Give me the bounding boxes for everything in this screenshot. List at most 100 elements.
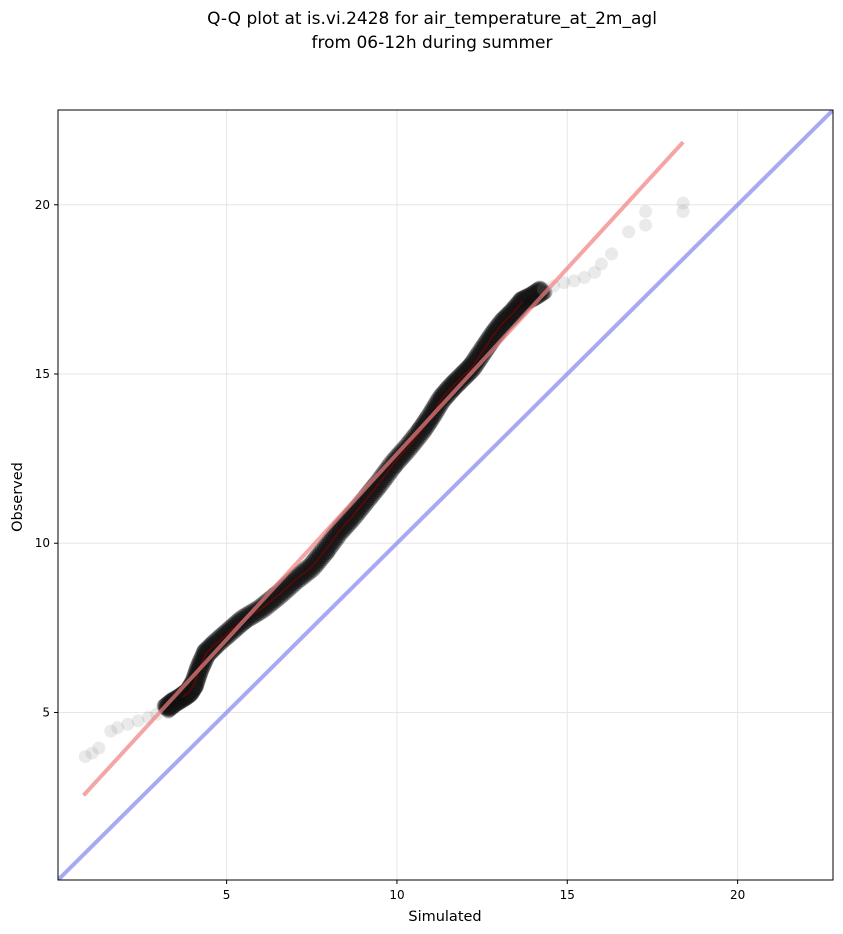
scatter-point-1272	[518, 288, 533, 303]
scatter-point-1240	[514, 299, 529, 314]
scatter-point-697	[362, 491, 377, 506]
scatter-point-148	[185, 683, 200, 698]
scatter-point-506	[292, 567, 307, 582]
scatter-point-1138	[488, 329, 503, 344]
scatter-point-425	[260, 599, 275, 614]
scatter-point-758	[383, 464, 398, 479]
scatter-point-466	[278, 584, 293, 599]
scatter-point-1126	[482, 330, 497, 345]
scatter-point-496	[288, 570, 303, 585]
scatter-point-60	[167, 692, 182, 707]
scatter-point-69	[173, 695, 188, 710]
scatter-point-676	[355, 500, 370, 515]
scatter-point-661	[350, 506, 365, 521]
scatter-point-603	[327, 527, 342, 542]
scatter-point-3	[104, 724, 118, 738]
scatter-point-521	[298, 562, 313, 577]
scatter-point-265	[201, 641, 216, 656]
scatter-point-280	[204, 637, 219, 652]
scatter-point-38	[166, 700, 181, 715]
scatter-point-1184	[499, 314, 514, 329]
scatter-point-450	[271, 590, 286, 605]
scatter-point-567	[315, 543, 330, 558]
scatter-point-727	[372, 478, 387, 493]
scatter-point-547	[308, 552, 323, 567]
scatter-point-1287	[522, 287, 537, 302]
plot-frame	[57, 109, 834, 881]
scatter-point-630	[339, 518, 354, 533]
scatter-point-1167	[492, 316, 507, 331]
scatter-point-1157	[490, 319, 505, 334]
scatter-point-517	[299, 566, 314, 581]
scatter-point-532	[303, 558, 318, 573]
scatter-point-5	[121, 717, 135, 731]
scatter-point-1261	[519, 294, 534, 309]
grid-lines	[58, 110, 833, 880]
scatter-point-1215	[507, 306, 522, 321]
scatter-point-1277	[519, 288, 534, 303]
fit-line	[82, 140, 685, 797]
scatter-point-999	[452, 375, 467, 390]
scatter-point-1268	[520, 292, 535, 307]
scatter-point-1189	[501, 313, 516, 328]
scatter-point-644	[341, 510, 356, 525]
scatter-point-461	[275, 586, 290, 601]
scatter-point-1178	[495, 313, 510, 328]
scatter-point-143	[184, 684, 199, 699]
scatter-point-516	[296, 563, 311, 578]
scatter-point-558	[315, 550, 330, 565]
scatter-point-702	[364, 489, 379, 504]
scatter-point-1295	[529, 291, 544, 306]
scatter-point-1275	[520, 289, 535, 304]
scatter-point-543	[309, 556, 324, 571]
scatter-point-440	[266, 594, 281, 609]
scatter-point-486	[286, 577, 301, 592]
scatter-point-86	[175, 692, 190, 707]
scatter-point-1323	[531, 281, 546, 296]
scatter-point-1147	[487, 323, 502, 338]
scatter-point-717	[369, 483, 384, 498]
scatter-point-1133	[486, 330, 501, 345]
scatter-point-296	[209, 633, 224, 648]
scatter-point-420	[258, 600, 273, 615]
scatter-point-1234	[510, 298, 525, 313]
scatter-point-480	[281, 576, 296, 591]
scatter-point-1334	[557, 276, 571, 290]
scatter-point-1306	[528, 285, 543, 300]
scatter-point-589	[325, 536, 340, 551]
scatter-point-1214	[504, 304, 519, 319]
scatter-point-1313	[528, 282, 543, 297]
y-tick-label-0: 5	[42, 705, 50, 719]
scatter-point-619	[333, 520, 348, 535]
scatter-point-712	[367, 485, 382, 500]
scatter-point-430	[262, 597, 277, 612]
x-tick-label-3: 20	[730, 888, 745, 902]
scatter-point-748	[379, 469, 394, 484]
scatter-point-1245	[515, 297, 530, 312]
scatter-point-1296	[525, 287, 540, 302]
scatter-point-526	[300, 560, 315, 575]
scatter-point-490	[285, 572, 300, 587]
scatter-point-1183	[497, 312, 512, 327]
scatter-point-624	[334, 518, 349, 533]
scatter-point-1283	[523, 290, 538, 305]
chart-title-line1: Q-Q plot at is.vi.2428 for air_temperatu…	[207, 9, 657, 29]
y-axis-ticks: 5 10 15 20	[35, 198, 58, 719]
scatter-point-1162	[491, 318, 506, 333]
scatter-point-578	[319, 538, 334, 553]
scatter-point-270	[202, 640, 217, 655]
scatter-point-54	[169, 697, 184, 712]
scatter-point-476	[282, 580, 297, 595]
scatter-point-645	[344, 513, 359, 528]
scatter-point-502	[293, 571, 308, 586]
scatter-point-707	[365, 487, 380, 502]
y-tick-label-1: 10	[35, 536, 50, 550]
scatter-point-1256	[518, 295, 533, 310]
scatter-point-573	[317, 541, 332, 556]
scatter-point-1282	[520, 287, 535, 302]
scatter-point-290	[207, 635, 222, 650]
scatter-point-1158	[493, 322, 508, 337]
scatter-point-1239	[511, 296, 526, 311]
scatter-point-649	[343, 508, 358, 523]
scatter-point-1339	[605, 247, 619, 261]
